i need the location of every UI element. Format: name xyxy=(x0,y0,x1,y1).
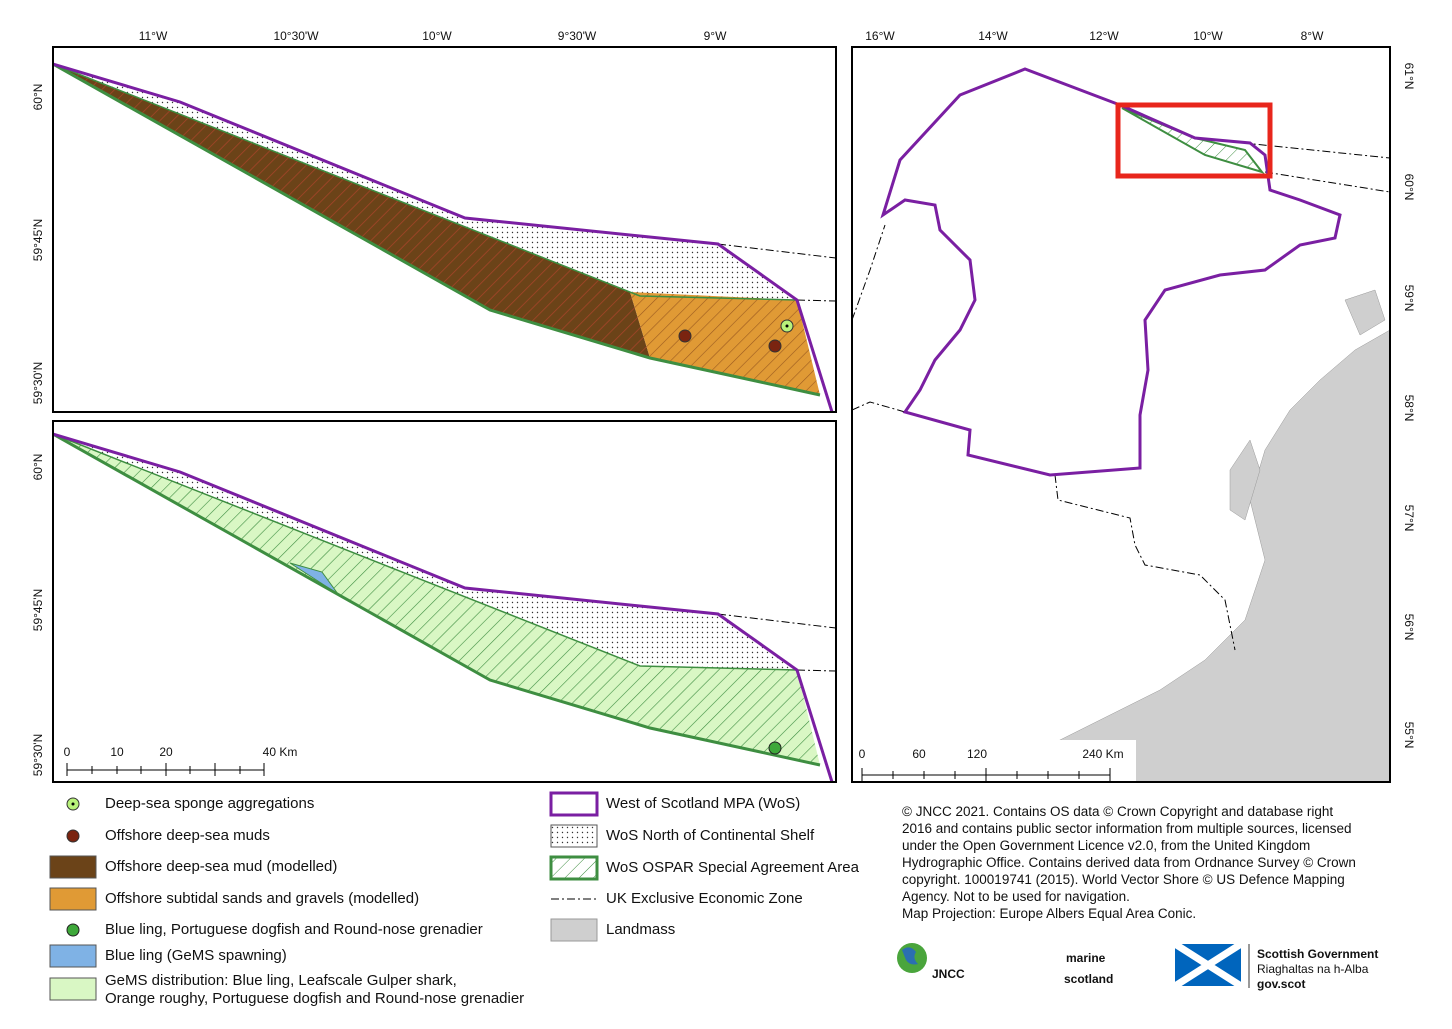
scale-label: 0 xyxy=(64,745,71,759)
credit-line: Map Projection: Europe Albers Equal Area… xyxy=(902,906,1196,921)
lon-label: 10°30'W xyxy=(273,29,319,43)
landmass xyxy=(1344,289,1386,336)
extent-box xyxy=(1115,102,1273,179)
landmass xyxy=(1229,439,1261,521)
scale-label: 240 Km xyxy=(1082,747,1123,761)
muds-point xyxy=(678,329,692,343)
bottom-frame xyxy=(52,420,837,783)
ospar-edge xyxy=(53,432,821,767)
eez-line xyxy=(852,224,886,321)
gov-logo-text: gov.scot xyxy=(1257,977,1305,991)
sponge-point-dot xyxy=(785,324,789,328)
ospar-area xyxy=(1121,107,1265,174)
scale-label: 20 xyxy=(159,745,173,759)
lat-label: 59°30'N xyxy=(31,362,45,404)
deep-sea-mud xyxy=(53,64,650,358)
lat-label: 58°N xyxy=(1402,395,1416,422)
eez-line xyxy=(1264,171,1390,193)
lon-label: 10°W xyxy=(422,29,452,43)
scale-label: 0 xyxy=(859,747,866,761)
legend-label: Offshore deep-sea mud (modelled) xyxy=(105,858,337,875)
lon-label: 8°W xyxy=(1301,29,1324,43)
jncc-logo-text: JNCC xyxy=(932,967,965,981)
sands-gravels xyxy=(630,292,820,395)
inset-frame xyxy=(851,46,1391,783)
credit-line: © JNCC 2021. Contains OS data © Crown Co… xyxy=(902,804,1333,819)
scale-label: 40 Km xyxy=(263,745,298,759)
legend-label: GeMS distribution: Blue ling, Leafscale … xyxy=(105,972,457,989)
lat-label: 59°N xyxy=(1402,285,1416,312)
credit-line: under the Open Government Licence v2.0, … xyxy=(902,838,1310,853)
scale-bar xyxy=(66,763,265,776)
lat-label: 60°N xyxy=(1402,174,1416,201)
legend-label: West of Scotland MPA (WoS) xyxy=(606,795,800,812)
lat-label: 59°45'N xyxy=(31,589,45,631)
legend-label: Landmass xyxy=(606,921,675,938)
eez-line xyxy=(717,243,836,259)
lat-label: 59°30'N xyxy=(31,734,45,776)
eez-line xyxy=(796,669,836,672)
wos-north-shelf xyxy=(53,434,797,670)
legend-label: Offshore subtidal sands and gravels (mod… xyxy=(105,890,419,907)
ospar-edge xyxy=(53,433,798,671)
legend-label: Blue ling (GeMS spawning) xyxy=(105,947,287,964)
eez-line xyxy=(796,299,836,302)
inset-scale-bar xyxy=(861,768,1111,781)
lon-label: 16°W xyxy=(865,29,895,43)
mpa-boundary xyxy=(53,62,834,412)
lat-label: 56°N xyxy=(1402,614,1416,641)
credit-line: Hydrographic Office. Contains derived da… xyxy=(902,855,1356,870)
legend-label: UK Exclusive Economic Zone xyxy=(606,890,803,907)
gov-logo-text: Scottish Government xyxy=(1257,947,1378,961)
legend-symbols xyxy=(49,791,599,1001)
legend-label: WoS OSPAR Special Agreement Area xyxy=(606,859,860,876)
lat-label: 60°N xyxy=(31,454,45,481)
scale-label: 60 xyxy=(912,747,926,761)
lon-label: 9°W xyxy=(704,29,727,43)
lon-label: 12°W xyxy=(1089,29,1119,43)
landmass xyxy=(989,329,1390,782)
eez-line xyxy=(1054,474,1236,651)
blue-ling-point xyxy=(768,741,782,755)
legend-label: Deep-sea sponge aggregations xyxy=(105,795,314,812)
scale-label: 120 xyxy=(967,747,987,761)
legend-label: Orange roughy, Portuguese dogfish and Ro… xyxy=(105,990,524,1007)
lon-label: 9°30'W xyxy=(558,29,597,43)
muds-point xyxy=(768,339,782,353)
lon-label: 14°W xyxy=(978,29,1008,43)
lon-label: 11°W xyxy=(139,29,168,43)
ospar-edge xyxy=(53,63,798,301)
credit-line: Agency. Not to be used for navigation. xyxy=(902,889,1130,904)
lat-label: 61°N xyxy=(1402,63,1416,90)
lat-label: 59°45'N xyxy=(31,219,45,261)
lat-label: 55°N xyxy=(1402,722,1416,749)
eez-line xyxy=(717,613,836,629)
marine-logo-text: scotland xyxy=(1064,972,1113,986)
lat-label: 57°N xyxy=(1402,505,1416,532)
legend-label: Blue ling, Portuguese dogfish and Round-… xyxy=(105,921,483,938)
inset-map xyxy=(852,67,1390,782)
eez-line xyxy=(852,401,906,413)
top-frame xyxy=(52,46,837,413)
wos-north-shelf xyxy=(53,64,797,300)
credit-line: 2016 and contains public sector informat… xyxy=(902,821,1351,836)
scale-label: 10 xyxy=(110,745,124,759)
credit-line: copyright. 100019741 (2015). World Vecto… xyxy=(902,872,1345,887)
mpa-boundary xyxy=(880,67,1342,477)
lat-label: 60°N xyxy=(31,84,45,111)
ospar-edge xyxy=(53,62,821,397)
bottom-map xyxy=(53,432,836,782)
marine-logo-text: marine xyxy=(1066,951,1106,965)
legend-label: Offshore deep-sea muds xyxy=(105,827,270,844)
gems-distribution xyxy=(53,434,820,765)
gov-logo-text: Riaghaltas na h-Alba xyxy=(1257,962,1369,976)
legend-label: WoS North of Continental Shelf xyxy=(606,827,815,844)
logos xyxy=(897,941,1250,989)
mpa-boundary xyxy=(53,432,834,782)
lon-label: 10°W xyxy=(1193,29,1223,43)
top-map xyxy=(53,62,836,412)
